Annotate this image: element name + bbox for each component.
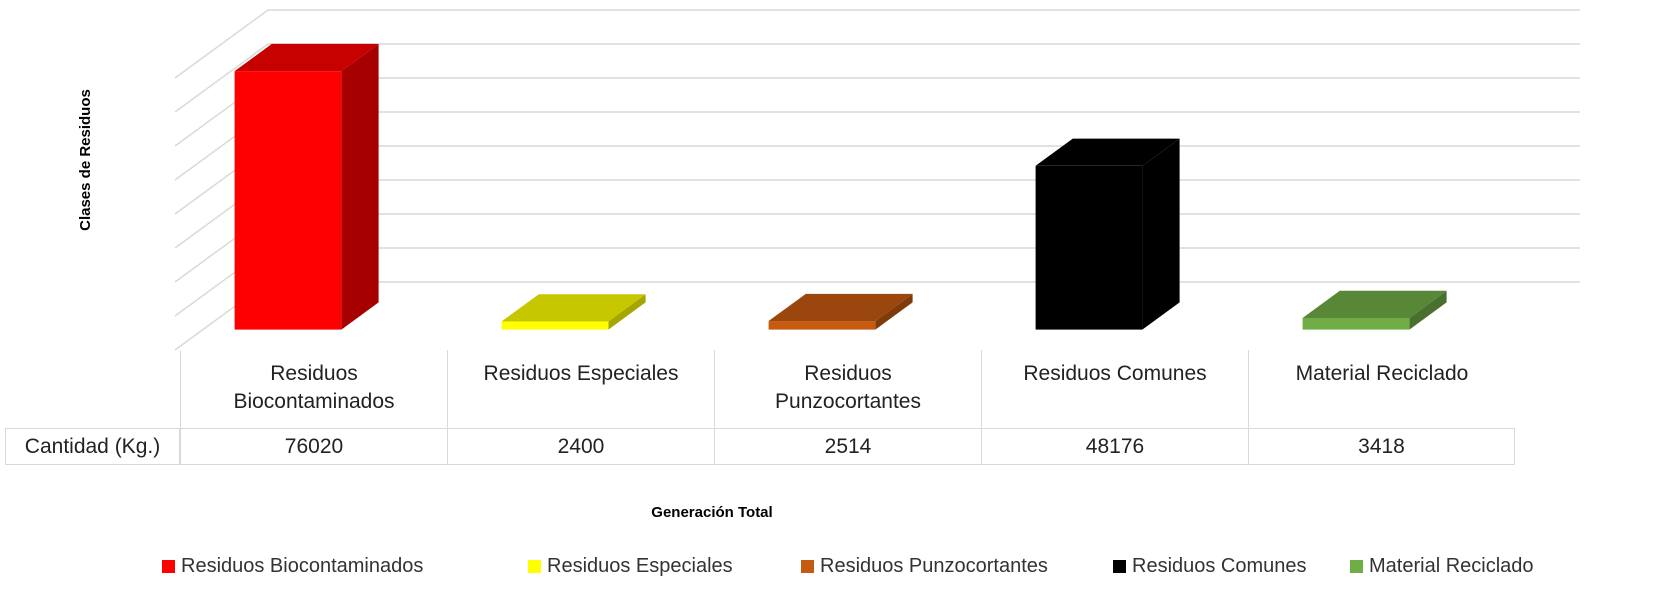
y-axis-title: Clases de Residuos	[77, 89, 94, 231]
legend-swatch	[1113, 560, 1126, 573]
bar-top	[1035, 138, 1180, 166]
value-cell: 76020	[180, 428, 447, 465]
bar-side	[608, 294, 646, 330]
value-cell: 2400	[447, 428, 714, 465]
bar-side	[1142, 138, 1180, 330]
legend-swatch	[801, 560, 814, 573]
bar	[1302, 317, 1410, 330]
legend-swatch	[1350, 560, 1363, 573]
bar-top	[234, 43, 379, 72]
bar-side	[1409, 290, 1447, 330]
category-label: Residuos Especiales	[447, 350, 714, 428]
category-label: Material Reciclado	[1248, 350, 1515, 428]
legend-label: Residuos Especiales	[547, 555, 733, 577]
category-label: Residuos Biocontaminados	[180, 350, 447, 428]
grid-line	[174, 43, 269, 113]
grid-line	[174, 9, 269, 79]
bar	[1035, 165, 1143, 330]
legend-label: Material Reciclado	[1369, 555, 1534, 577]
bar	[768, 321, 876, 330]
legend-label: Residuos Comunes	[1132, 555, 1307, 577]
bar-side	[341, 43, 379, 330]
legend-swatch	[162, 560, 175, 573]
value-cell: 3418	[1248, 428, 1515, 465]
bar-top	[768, 293, 913, 322]
value-cell: 48176	[981, 428, 1248, 465]
legend-label: Residuos Punzocortantes	[820, 555, 1048, 577]
row-label: Cantidad (Kg.)	[5, 428, 180, 465]
bar-top	[1302, 290, 1447, 318]
bar	[234, 71, 342, 330]
legend-swatch	[528, 560, 541, 573]
bar-top	[501, 294, 646, 322]
value-cell: 2514	[714, 428, 981, 465]
bar	[501, 321, 609, 330]
category-label: Residuos Punzocortantes	[714, 350, 981, 428]
x-axis-title: Generación Total	[651, 504, 772, 521]
bar-side	[875, 293, 913, 330]
category-label: Residuos Comunes	[981, 350, 1248, 428]
legend-label: Residuos Biocontaminados	[181, 555, 423, 577]
